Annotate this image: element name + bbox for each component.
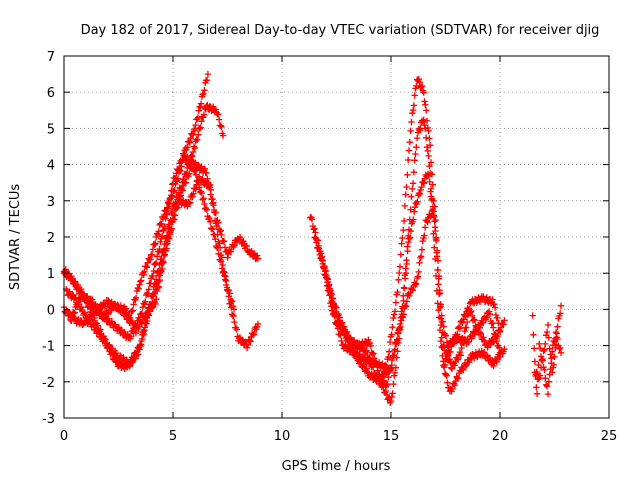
y-tick-label: -1 [42, 340, 55, 355]
plot-frame [63, 55, 610, 419]
chart-title: Day 182 of 2017, Sidereal Day-to-day VTE… [81, 23, 600, 38]
y-tick-label: 2 [47, 231, 55, 246]
x-tick-label: 25 [601, 429, 618, 444]
y-axis-label: SDTVAR / TECUs [8, 184, 23, 291]
axes: -3 -2 -1 0 1 2 3 4 5 6 7 0 5 10 15 20 25 [42, 50, 617, 444]
y-tick-label: -2 [42, 376, 55, 391]
series-track-11 [531, 321, 565, 383]
y-tick-label: -3 [42, 412, 55, 427]
series-track-9 [322, 203, 508, 384]
x-tick-label: 5 [169, 429, 177, 444]
x-tick-label: 15 [383, 429, 400, 444]
y-tick-label: 3 [47, 195, 55, 210]
y-tick-label: 5 [47, 122, 55, 137]
x-tick-label: 10 [274, 429, 291, 444]
y-tick-label: 0 [47, 303, 55, 318]
y-tick-label: 7 [47, 50, 55, 65]
x-tick-label: 0 [60, 429, 68, 444]
y-tick-label: 1 [47, 267, 55, 282]
x-tick-label: 20 [492, 429, 509, 444]
plus-markers [307, 75, 508, 395]
series-track-6 [307, 75, 508, 395]
plus-markers [322, 203, 508, 384]
plus-markers [531, 321, 565, 383]
y-tick-label: 4 [47, 159, 55, 174]
x-axis-label: GPS time / hours [282, 459, 391, 474]
data-points [60, 70, 565, 407]
grid-lines [64, 56, 609, 418]
y-tick-label: 6 [47, 86, 55, 101]
